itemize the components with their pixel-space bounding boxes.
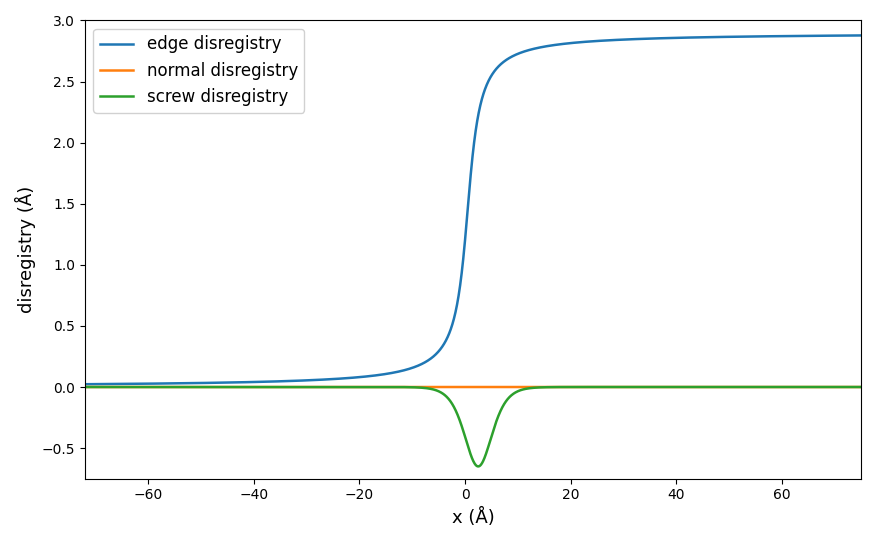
edge disregistry xyxy=(214,379,224,386)
normal disregistry xyxy=(214,384,224,390)
Legend: edge disregistry, normal disregistry, screw disregistry: edge disregistry, normal disregistry, sc… xyxy=(93,29,305,113)
edge disregistry xyxy=(378,371,388,378)
normal disregistry xyxy=(856,384,866,390)
screw disregistry xyxy=(841,384,851,390)
screw disregistry xyxy=(214,384,224,390)
normal disregistry xyxy=(840,384,851,390)
screw disregistry xyxy=(856,384,866,390)
edge disregistry xyxy=(411,363,421,370)
normal disregistry xyxy=(80,384,90,390)
Line: edge disregistry: edge disregistry xyxy=(85,35,861,384)
edge disregistry xyxy=(757,33,767,40)
edge disregistry xyxy=(856,32,866,38)
Line: screw disregistry: screw disregistry xyxy=(85,387,861,467)
screw disregistry xyxy=(168,384,179,390)
screw disregistry xyxy=(80,384,90,390)
screw disregistry xyxy=(411,384,421,391)
edge disregistry xyxy=(168,380,179,386)
X-axis label: x (Å): x (Å) xyxy=(451,508,494,527)
normal disregistry xyxy=(378,384,388,390)
edge disregistry xyxy=(80,381,90,388)
edge disregistry xyxy=(840,33,851,39)
screw disregistry xyxy=(378,384,388,390)
Y-axis label: disregistry (Å): disregistry (Å) xyxy=(15,186,36,313)
screw disregistry xyxy=(473,463,484,470)
normal disregistry xyxy=(411,384,421,390)
screw disregistry xyxy=(757,384,767,390)
normal disregistry xyxy=(168,384,179,390)
normal disregistry xyxy=(757,384,767,390)
